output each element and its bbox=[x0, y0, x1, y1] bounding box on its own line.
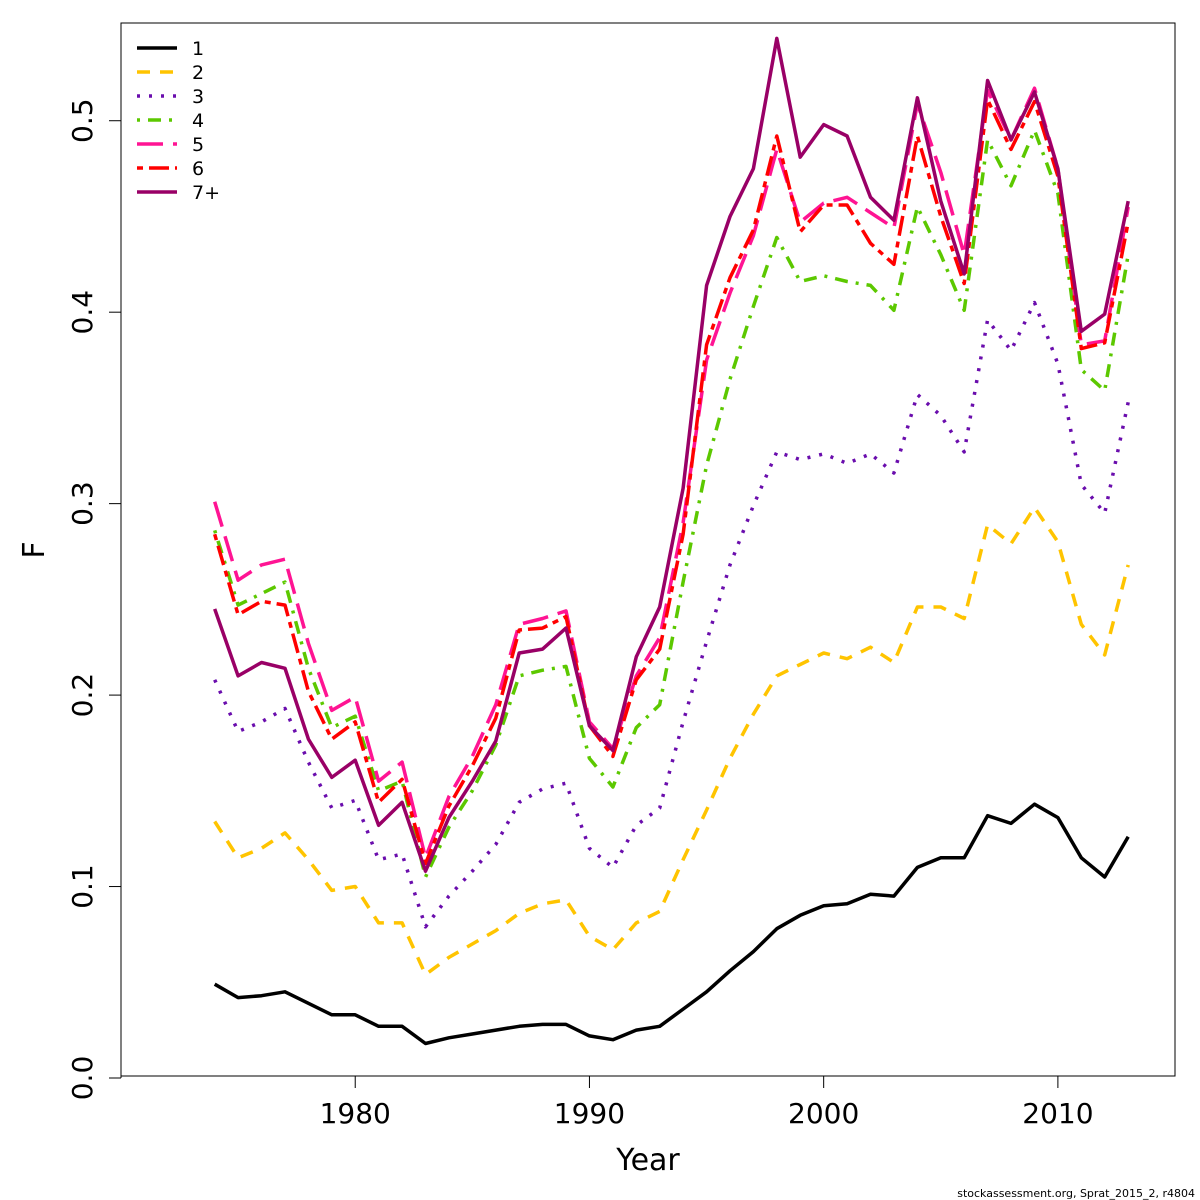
y-axis: 0.0 0.1 0.2 0.3 0.4 0.5 bbox=[66, 98, 122, 1101]
series-line-3 bbox=[213, 300, 1130, 929]
legend-label: 1 bbox=[192, 38, 204, 60]
y-tick-label: 0.2 bbox=[66, 673, 99, 718]
legend-label: 6 bbox=[192, 158, 204, 180]
x-tick-label: 1990 bbox=[554, 1097, 625, 1130]
series-layer bbox=[213, 36, 1130, 1046]
y-tick-label: 0.0 bbox=[66, 1056, 99, 1101]
y-tick-label: 0.4 bbox=[66, 290, 99, 335]
series-line-1 bbox=[213, 802, 1130, 1046]
legend-label: 7+ bbox=[192, 182, 220, 204]
series-line-4 bbox=[213, 128, 1130, 879]
series-line-2 bbox=[213, 505, 1130, 977]
x-axis-title: Year bbox=[615, 1143, 680, 1178]
y-tick-label: 0.5 bbox=[66, 98, 99, 143]
y-tick-label: 0.1 bbox=[66, 864, 99, 909]
plot-box bbox=[120, 22, 1176, 1077]
legend-label: 3 bbox=[192, 86, 204, 108]
series-line-5 bbox=[213, 86, 1130, 860]
footer-credit: stockassessment.org, Sprat_2015_2, r4804 bbox=[957, 1187, 1195, 1200]
legend-label: 2 bbox=[192, 62, 204, 84]
x-tick-label: 2010 bbox=[1022, 1097, 1093, 1130]
x-tick-label: 2000 bbox=[788, 1097, 859, 1130]
x-axis: 1980 1990 2000 2010 bbox=[320, 1075, 1094, 1130]
series-line-7plus bbox=[213, 36, 1130, 873]
x-tick-label: 1980 bbox=[320, 1097, 391, 1130]
y-axis-title: F bbox=[17, 541, 52, 558]
series-line-6 bbox=[213, 97, 1130, 866]
legend-label: 5 bbox=[192, 134, 204, 156]
legend-label: 4 bbox=[192, 110, 204, 132]
y-tick-label: 0.3 bbox=[66, 481, 99, 526]
